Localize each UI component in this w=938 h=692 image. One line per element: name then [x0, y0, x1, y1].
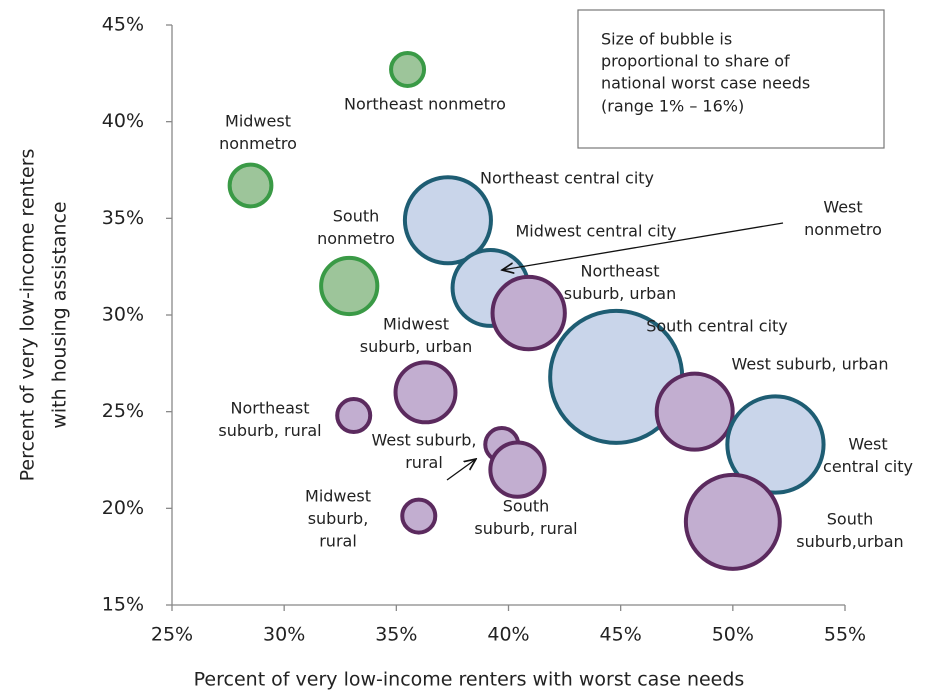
bubble [227, 162, 274, 209]
arrow [446, 459, 476, 481]
y-tick-label: 35% [102, 207, 144, 229]
annotation: (range 1% – 16%) [601, 97, 744, 116]
bubble-label: rural [319, 532, 357, 551]
bubble-label: nonmetro [219, 134, 297, 153]
y-tick-label: 45% [102, 14, 144, 36]
bubble [654, 371, 735, 452]
bubble-label: South [827, 510, 874, 529]
bubble [319, 255, 380, 317]
y-axis-label: with housing assistance [49, 201, 71, 428]
bubble-label: suburb, [308, 509, 369, 528]
bubble-label: nonmetro [317, 229, 395, 248]
bubble-label: Northeast nonmetro [344, 95, 506, 114]
x-axis-label: Percent of very low-income renters with … [194, 669, 745, 691]
bubble-label: rural [405, 453, 443, 472]
y-tick-label: 20% [102, 497, 144, 519]
bubble-label: Midwest [225, 112, 291, 131]
y-axis-label: Percent of very low-income renters [17, 149, 39, 482]
bubble-label: South [333, 207, 380, 226]
bubble-label: central city [823, 457, 913, 476]
bubble-label: Northeast central city [480, 169, 654, 188]
annotation: Size of bubble is [601, 30, 732, 49]
bubble-label: suburb, urban [360, 337, 473, 356]
bubble [389, 50, 427, 88]
bubble-label: suburb, rural [474, 519, 577, 538]
bubble-label: South central city [646, 317, 788, 336]
y-tick-label: 25% [102, 400, 144, 422]
bubble [488, 440, 547, 499]
y-tick-label: 30% [102, 304, 144, 326]
bubble [725, 394, 826, 495]
x-tick-label: 40% [487, 624, 529, 646]
bubble [490, 274, 567, 352]
bubble-label: suburb,urban [796, 532, 903, 551]
bubble [683, 472, 782, 571]
bubble [393, 360, 458, 425]
bubble [400, 497, 438, 535]
bubble-label: West suburb, [371, 431, 476, 450]
x-tick-label: 45% [600, 624, 642, 646]
bubble-label: suburb, rural [218, 421, 321, 440]
y-tick-label: 15% [102, 594, 144, 616]
bubble-label: Northeast [230, 399, 309, 418]
bubble-label: suburb, urban [564, 284, 677, 303]
y-tick-label: 40% [102, 110, 144, 132]
annotation: proportional to share of [601, 52, 790, 71]
plot-area: 15% 20% 25% 30% 35% 40% 45% 25% 30% 35% 40% 45% 50% 5… [102, 14, 913, 646]
annotation-box [577, 9, 885, 149]
bubble-label: West suburb, urban [732, 355, 889, 374]
arrow [502, 222, 784, 270]
x-tick-label: 35% [375, 624, 417, 646]
bubble [335, 397, 373, 435]
bubble-label: South [503, 497, 550, 516]
x-tick-label: 55% [824, 624, 866, 646]
bubble-label: Midwest [305, 487, 371, 506]
bubble-label: Midwest [383, 315, 449, 334]
x-tick-label: 50% [712, 624, 754, 646]
bubble-label: nonmetro [804, 220, 882, 239]
bubble [402, 175, 493, 266]
x-tick-label: 30% [263, 624, 305, 646]
bubble-label: Midwest central city [516, 222, 677, 241]
bubble-label: West [823, 198, 862, 217]
bubble-label: Northeast [580, 262, 659, 281]
bubble-label: West [848, 435, 887, 454]
x-tick-label: 25% [151, 624, 193, 646]
annotation: national worst case needs [601, 74, 810, 93]
